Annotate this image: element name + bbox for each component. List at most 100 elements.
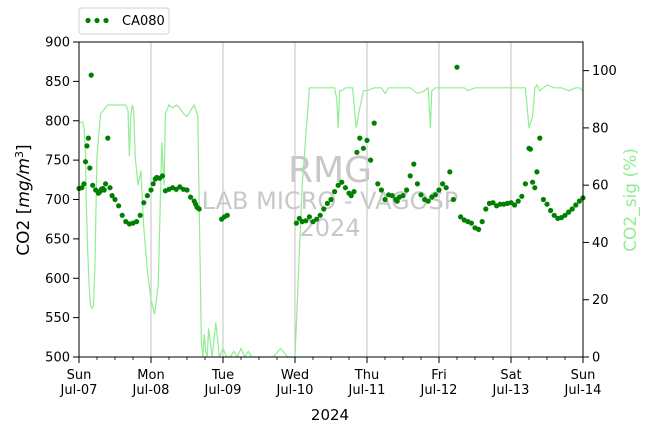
- co2-point: [548, 207, 554, 214]
- legend-marker-dot: [94, 17, 100, 24]
- y-axis-right: 0 20 40 60 80 100: [583, 64, 617, 366]
- x-axis: SunJul-07MonJul-08TueJul-09WedJul-10ThuJ…: [60, 357, 602, 398]
- co2-point: [116, 203, 122, 209]
- x-tick-label-day: Wed: [281, 368, 309, 383]
- co2-point: [317, 212, 323, 218]
- co2-point: [332, 189, 338, 195]
- co2-point: [81, 181, 87, 187]
- co2-point: [522, 181, 529, 187]
- co2-point: [148, 187, 154, 193]
- co2-point: [479, 219, 485, 225]
- co2-point: [306, 214, 312, 220]
- co2-point: [562, 212, 568, 218]
- co2-point: [324, 200, 330, 206]
- co2-point: [335, 182, 341, 188]
- x-tick-label-day: Sat: [500, 368, 521, 383]
- y2-tick-label: 40: [592, 236, 609, 251]
- y-label-part-4: 3: [13, 151, 26, 158]
- co2-point: [105, 135, 111, 141]
- co2-point: [224, 212, 230, 218]
- x-tick-label-date: Jul-10: [276, 383, 314, 398]
- x-gridlines: [150, 42, 512, 357]
- x-tick-label-date: Jul-07: [60, 383, 98, 398]
- co2-point: [321, 206, 327, 212]
- co2-point: [394, 198, 400, 204]
- y2-tick-label: 60: [592, 179, 609, 194]
- y-label-part-0: CO2 [: [14, 208, 34, 256]
- co2-point: [119, 212, 125, 218]
- co2-point: [112, 196, 118, 203]
- co2-point: [84, 143, 90, 149]
- co2-point: [497, 201, 503, 207]
- co2-point: [532, 185, 538, 191]
- x-tick-label-day: Thu: [354, 368, 379, 383]
- co2-point: [490, 200, 496, 206]
- co2-point: [540, 196, 547, 203]
- x-tick-label-date: Jul-12: [420, 383, 458, 398]
- co2-point: [188, 194, 194, 200]
- co2-point: [348, 193, 354, 199]
- y2-tick-label: 0: [592, 351, 600, 366]
- co2-point: [378, 187, 384, 193]
- co2-point: [293, 220, 299, 226]
- co2-point: [551, 212, 557, 218]
- co2-point: [458, 214, 464, 220]
- co2-point: [519, 193, 525, 199]
- co2-point: [411, 161, 417, 167]
- co2-point: [515, 198, 521, 204]
- x-tick-label-date: Jul-11: [348, 383, 386, 398]
- co2-point: [454, 64, 460, 70]
- co2-point: [101, 187, 107, 193]
- y2-tick-label: 20: [592, 293, 609, 308]
- co2-point: [103, 181, 109, 187]
- co2-point: [342, 185, 348, 191]
- co2-point: [351, 189, 357, 195]
- co2-point: [530, 179, 536, 185]
- co2-point: [476, 226, 482, 232]
- x-tick-label-day: Mon: [137, 368, 164, 383]
- x-tick-label-day: Fri: [431, 368, 447, 383]
- watermark-line-1: RMG: [288, 150, 372, 191]
- co2-point: [432, 192, 438, 198]
- co2-point: [371, 120, 377, 126]
- co2-point: [354, 149, 360, 155]
- co2-point: [566, 209, 572, 215]
- co2-point: [107, 185, 113, 191]
- co2-point: [141, 200, 147, 206]
- co2-point: [569, 206, 575, 212]
- co2-point: [88, 72, 94, 78]
- co2-point: [440, 181, 446, 187]
- y-axis-left: 500 550 600 650 700 750 800 850 900: [45, 36, 79, 366]
- co2-point: [368, 157, 374, 163]
- x-axis-label: 2024: [311, 406, 349, 424]
- co2-point: [90, 182, 96, 188]
- co2-point: [375, 181, 381, 187]
- co2-point: [109, 193, 115, 199]
- y-tick-label: 900: [45, 36, 70, 51]
- co2-point: [537, 135, 543, 141]
- co2-point: [360, 145, 366, 151]
- co2-point: [400, 193, 406, 199]
- legend-label-ca080: CA080: [122, 14, 165, 29]
- y-label-part-1: mg: [14, 180, 34, 208]
- co2-point: [314, 216, 320, 222]
- y-label-part-2: /: [14, 172, 34, 182]
- x-tick-label-date: Jul-08: [132, 383, 170, 398]
- y-tick-label: 600: [45, 272, 70, 287]
- x-tick-label-date: Jul-13: [492, 383, 530, 398]
- co2-point: [407, 173, 413, 179]
- y-tick-label: 500: [45, 351, 70, 366]
- co2-point: [447, 169, 453, 175]
- co2-point: [576, 198, 583, 204]
- co2-point: [144, 193, 150, 199]
- co2-point: [357, 135, 363, 141]
- co2-point: [134, 219, 140, 225]
- co2-point: [82, 159, 89, 165]
- y-tick-label: 550: [45, 311, 70, 326]
- co2-point: [303, 218, 309, 224]
- co2-point: [483, 206, 489, 212]
- co2-point: [196, 206, 202, 212]
- x-tick-label-date: Jul-14: [564, 383, 602, 398]
- co2-point: [364, 137, 370, 143]
